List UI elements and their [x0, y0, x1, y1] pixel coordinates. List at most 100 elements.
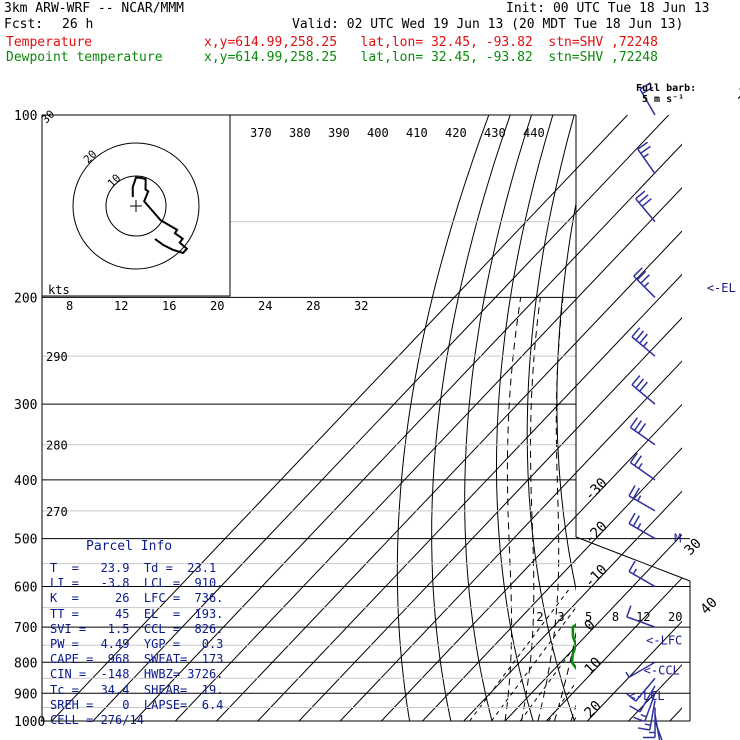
sounding-traces — [570, 623, 576, 671]
theta-label-top: 420 — [445, 126, 467, 140]
mixing-ratio-label: 12 — [636, 610, 650, 624]
isotherm — [175, 187, 682, 721]
isotherm-label: -30 — [582, 475, 611, 504]
isotherm-label: 20 — [582, 698, 605, 721]
isotherm-lines — [51, 115, 682, 721]
wind-barb — [635, 190, 656, 223]
wind-barb — [643, 707, 656, 739]
isotherm — [381, 403, 682, 721]
pressure-label-600: 600 — [14, 581, 37, 596]
pressure-label-1000: 1000 — [14, 715, 45, 730]
annotation: <-CCL — [644, 664, 680, 678]
model-title: 3km ARW-WRF -- NCAR/MMM — [4, 1, 185, 16]
pressure-label-400: 400 — [14, 474, 37, 489]
hodograph-ring — [105, 175, 167, 237]
isotherm — [51, 115, 628, 721]
isotherm — [216, 230, 682, 721]
dry-adiabat — [431, 115, 511, 721]
wind-barb — [629, 452, 656, 481]
temperature-location-info: x,y=614.99,258.25 lat,lon= 32.45, -93.82… — [204, 35, 658, 50]
isotherm — [133, 143, 682, 721]
valid-time: Valid: 02 UTC Wed 19 Jun 13 (20 MDT Tue … — [292, 17, 684, 32]
speed-axis-label: 8 — [66, 299, 73, 313]
moist-adiabat-lines — [504, 297, 740, 721]
moist-adiabat — [620, 297, 740, 721]
dry-adiabat — [692, 115, 740, 721]
mixing-ratio-label: 8 — [612, 610, 619, 624]
speed-axis-label: 32 — [354, 299, 368, 313]
pressure-label-800: 800 — [14, 656, 37, 671]
theta-label-left: 290 — [46, 350, 68, 364]
hodograph-trace — [131, 176, 189, 255]
parcel-row: K = 26 LFC = 736. — [50, 591, 224, 605]
forecast-label: Fcst: — [4, 17, 44, 32]
wind-barb — [629, 417, 656, 446]
theta-label-top: 440 — [523, 126, 545, 140]
theta-label-top: 370 — [250, 126, 272, 140]
isobar-lines — [42, 114, 690, 722]
barb-legend-title: Full barb: — [636, 83, 697, 94]
annotation: M — [674, 532, 681, 546]
pressure-label-900: 900 — [14, 687, 37, 702]
dry-adiabat — [613, 115, 698, 721]
init-time: Init: 00 UTC Tue 18 Jun 13 — [506, 1, 710, 16]
wind-barb — [631, 327, 656, 357]
theta-label-top: 380 — [289, 126, 311, 140]
parcel-row: TT = 45 EL = 193. — [50, 607, 224, 621]
wind-barb — [626, 677, 656, 702]
isotherm-label: 30 — [682, 536, 705, 559]
wind-barb — [629, 685, 656, 713]
wind-barb — [639, 82, 656, 116]
isotherm — [669, 707, 682, 721]
mixing-ratio-line — [491, 606, 576, 721]
theta-label-top: 400 — [367, 126, 389, 140]
pressure-label-200: 200 — [14, 291, 37, 306]
theta-label-top: 410 — [406, 126, 428, 140]
parcel-row: SREH = 0 LAPSE= 6.4 — [50, 698, 224, 712]
hodograph-ring — [72, 142, 200, 270]
annotation: <-EL — [707, 281, 736, 295]
pressure-label-500: 500 — [14, 533, 37, 548]
dewpoint-location-info: x,y=614.99,258.25 lat,lon= 32.45, -93.82… — [204, 50, 658, 65]
dewpoint-legend: Dewpoint temperature — [6, 50, 163, 65]
theta-label-top: 430 — [484, 126, 506, 140]
mixing-ratio-lines — [469, 586, 576, 721]
temperature-legend: Temperature — [6, 35, 93, 50]
moist-adiabat — [553, 630, 576, 721]
isotherm — [422, 447, 682, 721]
mixing-ratio-line — [469, 586, 572, 721]
parcel-info-panel: Parcel Info T = 23.9 Td = 23.1 LI = -3.8… — [46, 538, 232, 728]
mixing-ratio-label: 3 — [557, 610, 564, 624]
wind-barb — [633, 267, 656, 298]
theta-label-left: 270 — [46, 505, 68, 519]
annotation: <-LFC — [646, 633, 682, 647]
theta-label-left: 280 — [46, 439, 68, 453]
isotherm — [92, 115, 670, 721]
wind-barb — [626, 605, 656, 628]
parcel-info-title: Parcel Info — [86, 539, 173, 554]
isotherm — [463, 490, 682, 721]
pressure-label-700: 700 — [14, 621, 37, 636]
parcel-row: CAPE = 968 SWEAT= 173 — [50, 652, 224, 666]
isotherm-label: 10 — [582, 654, 605, 677]
parcel-row: CIN = -148 HWBZ= 3726. — [50, 667, 224, 681]
isotherm — [587, 620, 682, 721]
forecast-hour: 26 h — [62, 17, 94, 32]
theta-label-top: 390 — [328, 126, 350, 140]
parcel-row: PW = 4.49 YGP = 0.3 — [50, 637, 224, 651]
isotherm — [545, 577, 682, 721]
pressure-label-100: 100 — [14, 109, 37, 124]
isotherm-label: 40 — [698, 595, 721, 618]
dry-adiabat — [666, 115, 740, 721]
isotherm — [628, 664, 682, 721]
speed-axis-label: 20 — [210, 299, 224, 313]
wind-barb — [628, 560, 656, 588]
speed-axis-label: 16 — [162, 299, 176, 313]
mixing-ratio-label: 20 — [668, 610, 682, 624]
wind-barb — [637, 700, 656, 731]
dry-adiabat — [396, 115, 490, 721]
dry-adiabat — [717, 115, 740, 721]
